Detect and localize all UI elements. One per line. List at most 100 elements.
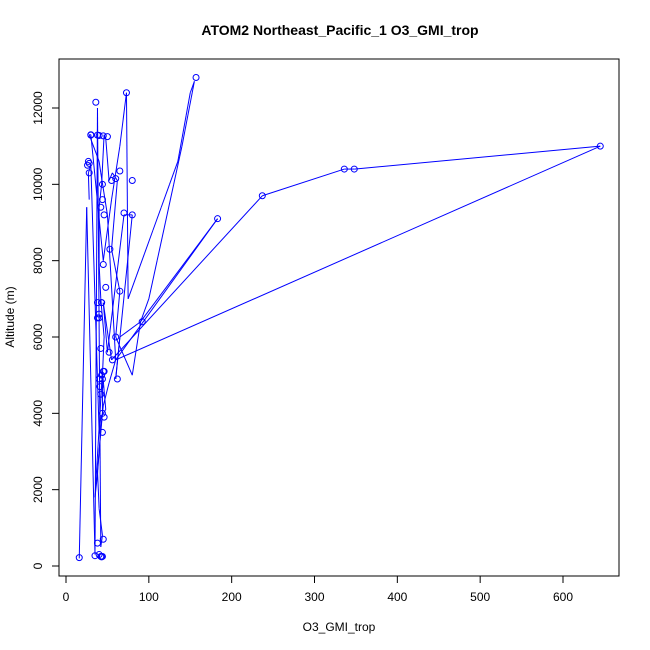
series-segment — [131, 321, 142, 376]
series-segment — [115, 291, 121, 338]
x-axis-title: O3_GMI_trop — [303, 620, 376, 634]
series-segment — [111, 195, 263, 361]
series-lines — [78, 81, 601, 559]
data-point — [112, 175, 120, 183]
data-point — [98, 180, 106, 188]
data-point — [192, 73, 200, 81]
data-point — [98, 428, 106, 436]
series-segment — [98, 184, 103, 208]
data-point — [106, 245, 114, 253]
series-segment — [86, 207, 96, 555]
data-point — [93, 299, 101, 307]
series-segment — [156, 222, 166, 261]
series-segment — [108, 172, 113, 181]
series-segment — [115, 145, 601, 361]
data-point — [105, 348, 113, 356]
series-segment — [100, 405, 104, 429]
data-point — [112, 333, 120, 341]
data-point — [98, 299, 106, 307]
y-tick-label: 6000 — [31, 323, 45, 350]
series-segment — [98, 264, 102, 299]
series-segment — [98, 161, 102, 173]
series-segment — [111, 249, 121, 292]
series-segment — [102, 302, 108, 353]
data-point — [84, 161, 92, 169]
series-segment — [103, 390, 107, 410]
series-segment — [115, 214, 133, 380]
data-point — [116, 287, 124, 295]
data-point — [93, 539, 101, 547]
series-segment — [354, 145, 601, 170]
data-point — [596, 142, 604, 150]
data-point — [99, 535, 107, 543]
series-segment — [78, 207, 88, 559]
y-tick-label: 10000 — [31, 167, 45, 201]
series-segment — [98, 428, 102, 452]
data-point — [214, 215, 222, 223]
data-point — [100, 211, 108, 219]
data-point — [95, 375, 103, 383]
data-point — [340, 165, 348, 173]
data-point — [113, 375, 121, 383]
plot-frame — [58, 58, 620, 577]
series-segment — [164, 184, 175, 223]
data-point — [138, 318, 146, 326]
series-segment — [119, 321, 141, 338]
data-point — [97, 390, 105, 398]
series-segment — [108, 359, 117, 383]
series-segment — [119, 92, 127, 147]
series-segment — [148, 260, 158, 299]
data-point — [87, 131, 95, 139]
x-tick-label: 200 — [222, 590, 242, 604]
series-markers — [75, 73, 604, 562]
series-segment — [96, 107, 102, 547]
series-segment — [106, 214, 117, 360]
data-point — [102, 283, 110, 291]
data-point — [116, 167, 124, 175]
series-segment — [181, 115, 187, 139]
data-point — [128, 177, 136, 185]
data-point — [108, 356, 116, 364]
series-segment — [262, 168, 345, 197]
x-tick-label: 300 — [304, 590, 324, 604]
series-segment — [94, 371, 103, 498]
x-axis-ticks: 0 100 200 300 400 500 600 — [63, 576, 573, 604]
y-tick-label: 12000 — [31, 91, 45, 125]
y-axis-ticks: 0 2000 4000 6000 8000 10000 12000 — [31, 91, 59, 569]
data-point — [92, 98, 100, 106]
data-point — [98, 375, 106, 383]
data-point — [99, 367, 107, 375]
x-tick-label: 500 — [470, 590, 490, 604]
data-point — [97, 203, 105, 211]
series-segment — [98, 508, 103, 536]
data-point — [99, 132, 107, 140]
series-segment — [101, 336, 105, 376]
data-point — [95, 551, 103, 559]
series-segment — [111, 180, 118, 250]
series-segment — [87, 172, 90, 200]
series-segment — [181, 81, 195, 147]
series-segment — [90, 134, 104, 261]
series-segment — [189, 81, 195, 93]
data-point — [128, 211, 136, 219]
series-segment — [111, 146, 121, 200]
data-point — [95, 310, 103, 318]
series-segment — [123, 355, 133, 376]
series-segment — [144, 229, 154, 254]
series-segment — [177, 138, 183, 162]
data-point — [85, 169, 93, 177]
data-point — [258, 192, 266, 200]
series-segment — [169, 161, 179, 185]
data-point — [98, 196, 106, 204]
data-point — [100, 413, 108, 421]
series-segment — [127, 275, 137, 300]
series-segment — [100, 172, 108, 215]
series-segment — [88, 134, 100, 162]
data-point — [96, 383, 104, 391]
series-segment — [96, 470, 100, 509]
y-tick-label: 0 — [31, 562, 45, 569]
data-point — [103, 133, 111, 141]
series-segment — [102, 302, 113, 360]
data-point — [95, 131, 103, 139]
series-segment — [135, 252, 146, 277]
